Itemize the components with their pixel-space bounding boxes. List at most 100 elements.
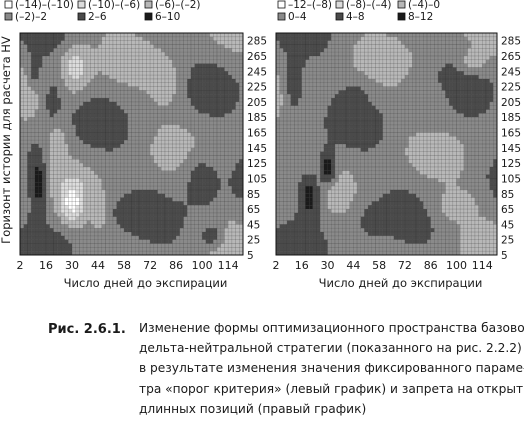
heatmap-cell <box>342 40 347 45</box>
heatmap-cell <box>46 94 50 99</box>
heatmap-cell <box>23 63 28 68</box>
heatmap-cell <box>168 90 173 95</box>
heatmap-cell <box>112 36 117 41</box>
heatmap-cell <box>138 235 143 240</box>
heatmap-cell <box>124 155 128 160</box>
heatmap-cell <box>94 166 99 171</box>
heatmap-cell <box>112 55 117 60</box>
heatmap-cell <box>72 144 76 148</box>
heatmap-cell <box>164 48 169 53</box>
heatmap-cell <box>98 212 102 217</box>
heatmap-cell <box>138 186 143 190</box>
heatmap-cell <box>279 166 284 171</box>
heatmap-cell <box>49 67 54 72</box>
heatmap-cell <box>283 55 288 60</box>
heatmap-cell <box>309 82 313 87</box>
heatmap-cell <box>198 55 203 60</box>
heatmap-cell <box>294 113 299 118</box>
heatmap-cell <box>298 197 302 202</box>
heatmap-cell <box>357 40 361 45</box>
heatmap-cell <box>46 228 50 233</box>
heatmap-cell <box>98 90 102 95</box>
heatmap-cell <box>57 44 61 49</box>
heatmap-cell <box>290 235 295 240</box>
heatmap-cell <box>146 166 151 171</box>
heatmap-cell <box>90 193 95 198</box>
heatmap-cell <box>305 40 310 45</box>
heatmap-cell <box>131 201 136 206</box>
heatmap-cell <box>109 124 113 129</box>
heatmap-cell <box>138 166 143 171</box>
heatmap-cell <box>83 124 87 129</box>
heatmap-cell <box>161 33 165 37</box>
heatmap-cell <box>301 216 306 221</box>
heatmap-cell <box>276 247 280 252</box>
heatmap-cell <box>127 182 132 187</box>
heatmap-cell <box>235 55 240 60</box>
heatmap-cell <box>168 166 173 171</box>
heatmap-cell <box>164 144 169 148</box>
heatmap-cell <box>290 209 295 213</box>
heatmap-cell <box>168 67 173 72</box>
heatmap-cell <box>305 90 310 95</box>
heatmap-cell <box>213 40 218 45</box>
heatmap-cell <box>205 117 210 122</box>
heatmap-cell <box>312 75 317 79</box>
heatmap-cell <box>309 186 313 190</box>
heatmap-cell <box>86 159 91 164</box>
heatmap-cell <box>345 67 350 72</box>
heatmap-cell <box>209 36 214 41</box>
heatmap-cell <box>338 205 343 210</box>
heatmap-cell <box>75 144 80 148</box>
heatmap-cell <box>157 209 162 213</box>
heatmap-cell <box>235 247 240 252</box>
heatmap-cell <box>75 193 80 198</box>
heatmap-cell <box>231 71 236 76</box>
heatmap-cell <box>276 189 280 194</box>
heatmap-cell <box>276 52 280 57</box>
heatmap-cell <box>161 121 165 125</box>
heatmap-cell <box>23 178 28 183</box>
heatmap-cell <box>46 186 50 190</box>
heatmap-cell <box>94 67 99 72</box>
heatmap-cell <box>64 121 69 125</box>
heatmap-cell <box>279 144 284 148</box>
heatmap-cell <box>101 189 106 194</box>
heatmap-cell <box>116 94 121 99</box>
heatmap-cell <box>228 220 232 225</box>
heatmap-cell <box>301 239 306 244</box>
heatmap-cell <box>331 182 335 187</box>
heatmap-cell <box>116 174 121 179</box>
heatmap-cell <box>64 128 69 133</box>
heatmap-cell <box>105 228 110 233</box>
heatmap-cell <box>231 189 236 194</box>
heatmap-cell <box>98 235 102 240</box>
heatmap-cell <box>150 155 154 160</box>
heatmap-cell <box>168 193 173 198</box>
heatmap-cell <box>276 63 280 68</box>
heatmap-cell <box>38 36 43 41</box>
heatmap-cell <box>53 121 58 125</box>
heatmap-cell <box>23 71 28 76</box>
heatmap-cell <box>23 105 28 110</box>
heatmap-cell <box>276 40 280 45</box>
heatmap-cell <box>75 71 80 76</box>
heatmap-cell <box>72 224 76 229</box>
heatmap-cell <box>194 159 199 164</box>
heatmap-cell <box>42 201 47 206</box>
heatmap-cell <box>142 105 147 110</box>
heatmap-cell <box>86 105 91 110</box>
heatmap-cell <box>331 124 335 129</box>
heatmap-cell <box>20 75 24 79</box>
heatmap-cell <box>294 67 299 72</box>
heatmap-cell <box>298 121 302 125</box>
heatmap-cell <box>179 75 184 79</box>
heatmap-cell <box>157 163 162 168</box>
heatmap-cell <box>142 55 147 60</box>
heatmap-cell <box>42 101 47 106</box>
heatmap-cell <box>327 117 332 122</box>
heatmap-cell <box>31 243 35 248</box>
heatmap-cell <box>235 136 240 141</box>
heatmap-cell <box>68 44 73 49</box>
heatmap-cell <box>38 94 43 99</box>
